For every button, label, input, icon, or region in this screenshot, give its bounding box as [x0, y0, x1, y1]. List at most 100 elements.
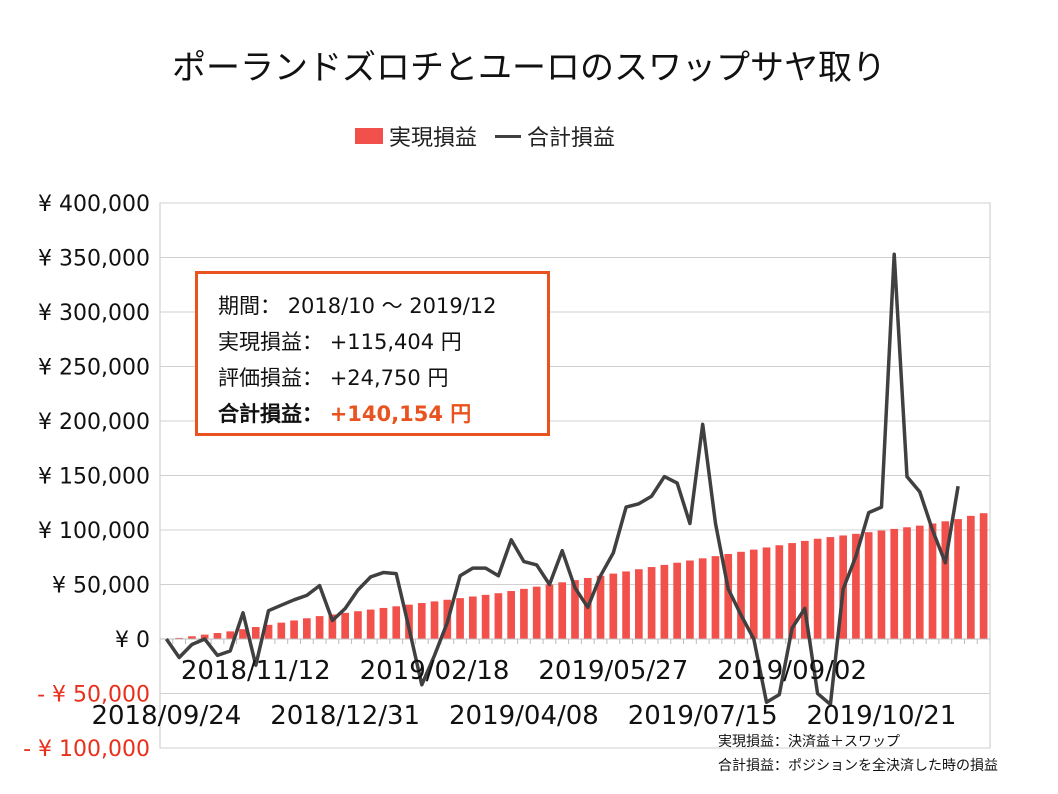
bar-realized [801, 540, 809, 639]
bar-realized [890, 528, 899, 639]
bar-realized [686, 560, 694, 639]
bar-realized [979, 513, 988, 639]
bar-realized [596, 575, 605, 639]
y-tick-label: - ¥ 100,000 [23, 737, 150, 762]
bar-realized [928, 523, 937, 639]
bar-realized [788, 543, 796, 639]
y-tick-label: - ¥ 50,000 [37, 683, 150, 708]
unrealized-label: 評価損益： [218, 366, 323, 390]
bar-realized [711, 556, 720, 639]
bar-realized [341, 612, 349, 639]
line-total [164, 252, 960, 707]
bar-realized [315, 616, 324, 639]
bar-realized [852, 533, 860, 639]
realized-label: 実現損益： [218, 330, 323, 354]
bar-realized [737, 551, 745, 639]
y-tick-label: ¥ 350,000 [38, 247, 150, 272]
bar-realized [494, 593, 503, 639]
bar-realized [532, 586, 541, 639]
bar-realized [660, 564, 669, 639]
y-tick-label: ¥ 150,000 [38, 465, 150, 490]
y-tick-label: ¥ 300,000 [38, 301, 150, 326]
bar-realized [864, 532, 873, 639]
bar-realized [481, 594, 490, 639]
y-tick-label: ¥ 100,000 [38, 519, 150, 544]
bar-realized [762, 547, 771, 639]
bar-realized [379, 607, 388, 639]
x-tick-label: 2019/02/18 [360, 656, 510, 686]
summary-box: 期間： 2018/10 ～ 2019/12 実現損益： +115,404 円 評… [195, 271, 550, 436]
legend-label-realized: 実現損益 [389, 126, 478, 151]
bar-realized [915, 525, 924, 639]
bar-realized [647, 567, 656, 639]
y-tick-label: ¥ 250,000 [38, 356, 150, 381]
legend-item-realized: 実現損益 [355, 120, 477, 152]
x-tick-label: 2019/07/15 [628, 701, 778, 731]
bar-realized [941, 521, 950, 639]
total-label: 合計損益： [218, 402, 323, 426]
legend-line-swatch [495, 134, 522, 138]
bar-realized [175, 637, 183, 639]
bar-realized [673, 562, 681, 639]
legend-label-total: 合計損益 [527, 126, 616, 151]
bar-realized [188, 636, 196, 639]
bar-realized [239, 629, 247, 639]
bar-realized [456, 598, 464, 639]
x-tick-label: 2018/09/24 [91, 701, 241, 731]
bar-realized [954, 519, 962, 639]
x-tick-label: 2018/12/31 [270, 701, 420, 731]
bar-realized [430, 601, 439, 639]
bar-realized [264, 624, 273, 639]
bar-realized [558, 582, 567, 639]
bar-realized [507, 591, 515, 639]
legend-bar-swatch [355, 128, 383, 144]
bar-realized [813, 538, 822, 639]
bar-realized [328, 614, 337, 639]
footnotes: 実現損益：決済益＋スワップ 合計損益：ポジションを全決済した時の損益 [718, 730, 998, 778]
x-tick-label: 2019/05/27 [538, 656, 688, 686]
bar-realized [775, 545, 784, 639]
legend-item-total: 合計損益 [495, 120, 615, 152]
bar-realized [520, 588, 528, 639]
bar-realized [200, 634, 209, 639]
footnote-total: 合計損益：ポジションを全決済した時の損益 [718, 758, 998, 774]
realized-value: +115,404 円 [329, 330, 462, 354]
bar-realized [903, 527, 911, 639]
bar-realized [392, 606, 401, 639]
bar-realized [469, 596, 477, 639]
y-tick-label: ¥ 50,000 [52, 574, 150, 599]
bar-realized [826, 537, 835, 639]
bar-realized [545, 584, 554, 639]
bar-realized [571, 580, 579, 639]
bar-realized [303, 618, 311, 639]
footnote-realized: 実現損益：決済益＋スワップ [718, 734, 900, 750]
period-value: 2018/10 ～ 2019/12 [287, 294, 497, 318]
bar-realized [226, 631, 235, 639]
x-tick-label: 2019/09/02 [717, 656, 867, 686]
bar-realized [354, 611, 362, 639]
bar-realized [877, 530, 886, 639]
summary-period: 期間： 2018/10 ～ 2019/12 [218, 288, 527, 324]
bar-realized [251, 627, 260, 639]
period-label: 期間： [218, 294, 281, 318]
total-value: +140,154 円 [329, 402, 472, 426]
bar-realized [622, 571, 630, 639]
bar-realized [277, 622, 286, 639]
chart-title: ポーランドズロチとユーロのスワップサヤ取り [172, 48, 886, 88]
y-tick-label: ¥ 0 [115, 628, 150, 653]
x-tick-label: 2018/11/12 [181, 656, 331, 686]
x-tick-label: 2019/04/08 [449, 701, 599, 731]
summary-unrealized: 評価損益： +24,750 円 [218, 360, 527, 396]
unrealized-value: +24,750 円 [329, 366, 449, 390]
summary-realized: 実現損益： +115,404 円 [218, 324, 527, 360]
bar-realized [290, 620, 298, 639]
bar-realized [609, 573, 618, 639]
bar-realized [698, 558, 707, 639]
bar-realized [213, 633, 222, 639]
bar-realized [724, 553, 733, 639]
y-tick-label: ¥ 200,000 [38, 410, 150, 435]
bar-realized [635, 569, 643, 639]
y-tick-label: ¥ 400,000 [38, 192, 150, 217]
summary-total: 合計損益： +140,154 円 [218, 396, 527, 432]
